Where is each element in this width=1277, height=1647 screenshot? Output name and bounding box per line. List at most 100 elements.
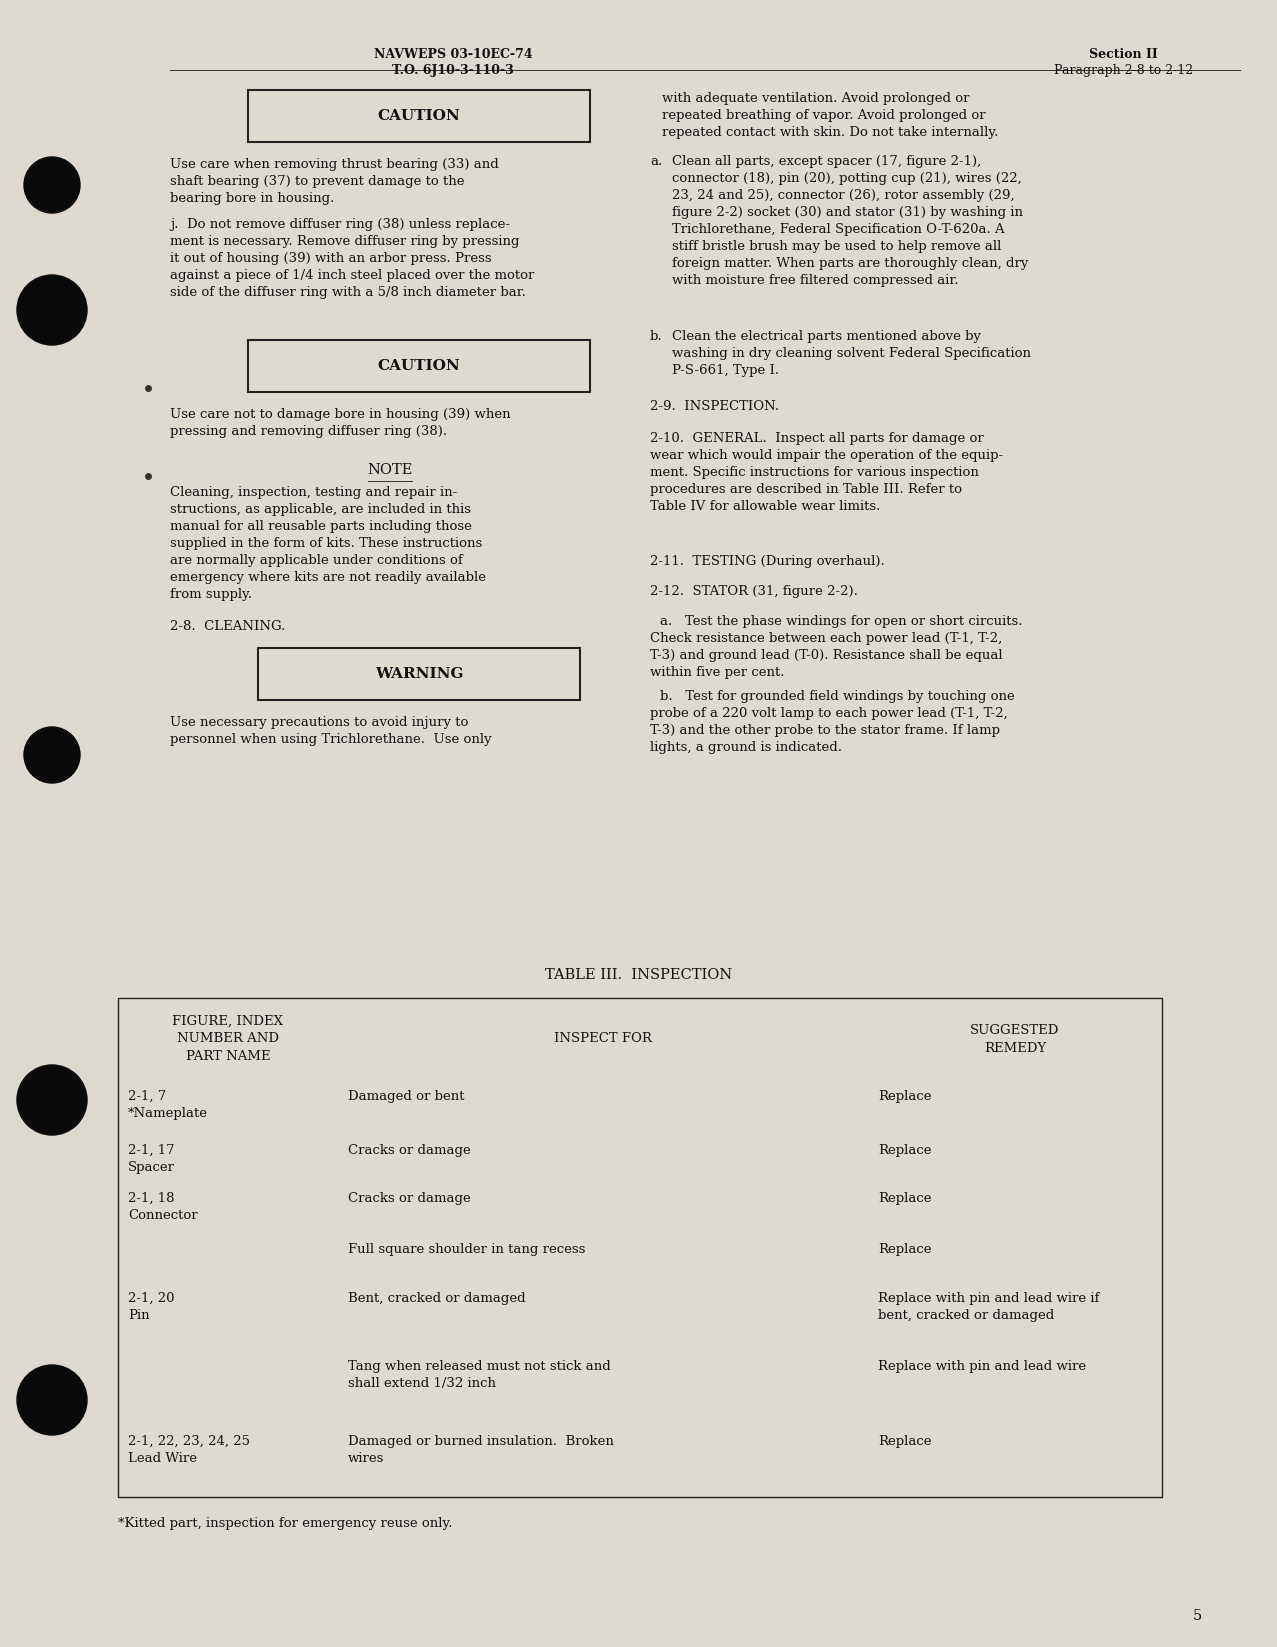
Text: SUGGESTED: SUGGESTED: [971, 1023, 1060, 1036]
Text: PART NAME: PART NAME: [185, 1051, 271, 1064]
Text: connector (18), pin (20), potting cup (21), wires (22,: connector (18), pin (20), potting cup (2…: [672, 171, 1022, 184]
Text: 2-1, 18: 2-1, 18: [128, 1192, 175, 1206]
Text: shall extend 1/32 inch: shall extend 1/32 inch: [349, 1377, 495, 1390]
Text: Damaged or burned insulation.  Broken: Damaged or burned insulation. Broken: [349, 1435, 614, 1448]
Text: with moisture free filtered compressed air.: with moisture free filtered compressed a…: [672, 273, 959, 287]
Text: ment is necessary. Remove diffuser ring by pressing: ment is necessary. Remove diffuser ring …: [170, 236, 520, 249]
Text: Replace: Replace: [879, 1145, 931, 1156]
Text: Section II: Section II: [1089, 48, 1158, 61]
Circle shape: [17, 1066, 87, 1135]
Text: Damaged or bent: Damaged or bent: [349, 1090, 465, 1103]
Text: P-S-661, Type I.: P-S-661, Type I.: [672, 364, 779, 377]
Text: wires: wires: [349, 1453, 384, 1464]
Text: T.O. 6J10-3-110-3: T.O. 6J10-3-110-3: [392, 64, 515, 77]
Text: b.: b.: [650, 329, 663, 343]
Text: with adequate ventilation. Avoid prolonged or: with adequate ventilation. Avoid prolong…: [661, 92, 969, 105]
Text: Full square shoulder in tang recess: Full square shoulder in tang recess: [349, 1243, 585, 1257]
Text: Check resistance between each power lead (T-1, T-2,: Check resistance between each power lead…: [650, 632, 1002, 646]
Text: from supply.: from supply.: [170, 588, 252, 601]
Text: 2-1, 17: 2-1, 17: [128, 1145, 175, 1156]
Text: Lead Wire: Lead Wire: [128, 1453, 197, 1464]
Text: Connector: Connector: [128, 1209, 198, 1222]
Text: 2-8.  CLEANING.: 2-8. CLEANING.: [170, 619, 285, 632]
Text: 2-11.  TESTING (During overhaul).: 2-11. TESTING (During overhaul).: [650, 555, 885, 568]
Text: NUMBER AND: NUMBER AND: [178, 1033, 278, 1046]
Text: Use care not to damage bore in housing (39) when: Use care not to damage bore in housing (…: [170, 408, 511, 422]
Text: lights, a ground is indicated.: lights, a ground is indicated.: [650, 741, 842, 754]
Text: Use necessary precautions to avoid injury to: Use necessary precautions to avoid injur…: [170, 716, 469, 730]
Text: Use care when removing thrust bearing (33) and: Use care when removing thrust bearing (3…: [170, 158, 499, 171]
Text: 2-9.  INSPECTION.: 2-9. INSPECTION.: [650, 400, 779, 413]
Text: 2-1, 7: 2-1, 7: [128, 1090, 166, 1103]
Text: probe of a 220 volt lamp to each power lead (T-1, T-2,: probe of a 220 volt lamp to each power l…: [650, 707, 1008, 720]
Text: stiff bristle brush may be used to help remove all: stiff bristle brush may be used to help …: [672, 240, 1001, 254]
Text: a.   Test the phase windings for open or short circuits.: a. Test the phase windings for open or s…: [660, 614, 1023, 628]
Text: supplied in the form of kits. These instructions: supplied in the form of kits. These inst…: [170, 537, 483, 550]
Text: 2-10.  GENERAL.  Inspect all parts for damage or: 2-10. GENERAL. Inspect all parts for dam…: [650, 432, 983, 445]
Text: washing in dry cleaning solvent Federal Specification: washing in dry cleaning solvent Federal …: [672, 348, 1031, 361]
Text: a.: a.: [650, 155, 663, 168]
Text: Clean the electrical parts mentioned above by: Clean the electrical parts mentioned abo…: [672, 329, 981, 343]
Text: *Nameplate: *Nameplate: [128, 1107, 208, 1120]
Bar: [248, 339, 590, 392]
Text: WARNING: WARNING: [374, 667, 464, 680]
Text: Spacer: Spacer: [128, 1161, 175, 1174]
Text: 23, 24 and 25), connector (26), rotor assembly (29,: 23, 24 and 25), connector (26), rotor as…: [672, 189, 1015, 203]
Text: Bent, cracked or damaged: Bent, cracked or damaged: [349, 1291, 526, 1304]
Text: figure 2-2) socket (30) and stator (31) by washing in: figure 2-2) socket (30) and stator (31) …: [672, 206, 1023, 219]
Circle shape: [17, 275, 87, 344]
Bar: [117, 998, 1162, 1497]
Text: shaft bearing (37) to prevent damage to the: shaft bearing (37) to prevent damage to …: [170, 175, 465, 188]
Text: against a piece of 1/4 inch steel placed over the motor: against a piece of 1/4 inch steel placed…: [170, 268, 534, 282]
Text: CAUTION: CAUTION: [378, 359, 461, 372]
Text: FIGURE, INDEX: FIGURE, INDEX: [172, 1015, 283, 1028]
Text: within five per cent.: within five per cent.: [650, 665, 784, 679]
Text: Cracks or damage: Cracks or damage: [349, 1192, 471, 1206]
Text: Cleaning, inspection, testing and repair in-: Cleaning, inspection, testing and repair…: [170, 486, 457, 499]
Text: emergency where kits are not readily available: emergency where kits are not readily ava…: [170, 572, 487, 585]
Bar: [248, 91, 590, 142]
Text: NOTE: NOTE: [368, 463, 412, 478]
Text: ment. Specific instructions for various inspection: ment. Specific instructions for various …: [650, 466, 979, 479]
Text: INSPECT FOR: INSPECT FOR: [554, 1033, 653, 1046]
Bar: [258, 647, 580, 700]
Text: bent, cracked or damaged: bent, cracked or damaged: [879, 1309, 1055, 1323]
Text: Pin: Pin: [128, 1309, 149, 1323]
Text: manual for all reusable parts including those: manual for all reusable parts including …: [170, 520, 472, 534]
Text: Replace with pin and lead wire: Replace with pin and lead wire: [879, 1360, 1087, 1374]
Text: Trichlorethane, Federal Specification O-T-620a. A: Trichlorethane, Federal Specification O-…: [672, 222, 1005, 236]
Text: personnel when using Trichlorethane.  Use only: personnel when using Trichlorethane. Use…: [170, 733, 492, 746]
Text: b.   Test for grounded field windings by touching one: b. Test for grounded field windings by t…: [660, 690, 1015, 703]
Text: Tang when released must not stick and: Tang when released must not stick and: [349, 1360, 610, 1374]
Text: REMEDY: REMEDY: [983, 1041, 1046, 1054]
Text: Replace: Replace: [879, 1435, 931, 1448]
Text: Cracks or damage: Cracks or damage: [349, 1145, 471, 1156]
Text: CAUTION: CAUTION: [378, 109, 461, 124]
Text: pressing and removing diffuser ring (38).: pressing and removing diffuser ring (38)…: [170, 425, 447, 438]
Text: j.  Do not remove diffuser ring (38) unless replace-: j. Do not remove diffuser ring (38) unle…: [170, 217, 510, 231]
Text: wear which would impair the operation of the equip-: wear which would impair the operation of…: [650, 450, 1004, 463]
Text: Replace: Replace: [879, 1090, 931, 1103]
Text: Replace with pin and lead wire if: Replace with pin and lead wire if: [879, 1291, 1099, 1304]
Text: repeated contact with skin. Do not take internally.: repeated contact with skin. Do not take …: [661, 127, 999, 138]
Text: 2-1, 22, 23, 24, 25: 2-1, 22, 23, 24, 25: [128, 1435, 250, 1448]
Text: bearing bore in housing.: bearing bore in housing.: [170, 193, 335, 204]
Text: 2-1, 20: 2-1, 20: [128, 1291, 175, 1304]
Text: are normally applicable under conditions of: are normally applicable under conditions…: [170, 553, 462, 567]
Text: 5: 5: [1193, 1609, 1202, 1622]
Text: Replace: Replace: [879, 1243, 931, 1257]
Circle shape: [17, 1365, 87, 1435]
Text: it out of housing (39) with an arbor press. Press: it out of housing (39) with an arbor pre…: [170, 252, 492, 265]
Text: procedures are described in Table III. Refer to: procedures are described in Table III. R…: [650, 483, 962, 496]
Text: T-3) and ground lead (T-0). Resistance shall be equal: T-3) and ground lead (T-0). Resistance s…: [650, 649, 1002, 662]
Text: Paragraph 2-8 to 2-12: Paragraph 2-8 to 2-12: [1055, 64, 1193, 77]
Text: side of the diffuser ring with a 5/8 inch diameter bar.: side of the diffuser ring with a 5/8 inc…: [170, 287, 526, 300]
Text: Clean all parts, except spacer (17, figure 2-1),: Clean all parts, except spacer (17, figu…: [672, 155, 981, 168]
Text: repeated breathing of vapor. Avoid prolonged or: repeated breathing of vapor. Avoid prolo…: [661, 109, 986, 122]
Text: Table IV for allowable wear limits.: Table IV for allowable wear limits.: [650, 501, 880, 512]
Text: *Kitted part, inspection for emergency reuse only.: *Kitted part, inspection for emergency r…: [117, 1517, 452, 1530]
Text: NAVWEPS 03-10EC-74: NAVWEPS 03-10EC-74: [374, 48, 533, 61]
Text: 2-12.  STATOR (31, figure 2-2).: 2-12. STATOR (31, figure 2-2).: [650, 585, 858, 598]
Text: Replace: Replace: [879, 1192, 931, 1206]
Text: T-3) and the other probe to the stator frame. If lamp: T-3) and the other probe to the stator f…: [650, 725, 1000, 736]
